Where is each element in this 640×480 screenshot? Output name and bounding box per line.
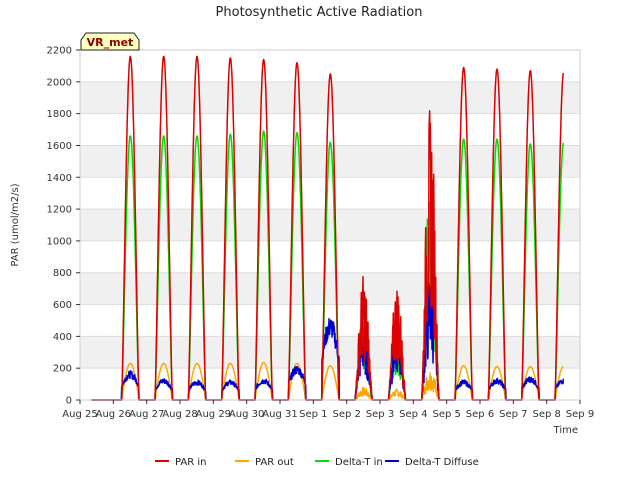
- x-tick-label: Sep 8: [532, 409, 560, 420]
- plot-area: [80, 49, 580, 401]
- annotation-badge: VR_met: [80, 32, 140, 51]
- legend-label-par-out: PAR out: [255, 457, 294, 468]
- y-tick-label: 600: [53, 300, 72, 311]
- y-tick-label: 400: [53, 332, 72, 343]
- y-tick-label: 1200: [47, 205, 72, 216]
- x-tick-label: Sep 1: [299, 409, 327, 420]
- legend: PAR in PAR out Delta-T in Delta-T Diffuse: [155, 457, 479, 468]
- y-tick-label: 0: [66, 396, 72, 407]
- x-tick-label: Sep 3: [366, 409, 394, 420]
- x-axis-label: Time: [553, 425, 578, 436]
- annotation-badge-box: [80, 32, 140, 51]
- x-tick-label: Sep 9: [566, 409, 594, 420]
- grid-band: [80, 81, 580, 114]
- y-axis-label: PAR (umol/m2/s): [10, 183, 21, 266]
- x-tick-label: Aug 26: [96, 409, 131, 420]
- y-tick-label: 2000: [47, 77, 72, 88]
- annotation-badge-label: VR_met: [87, 36, 134, 49]
- legend-label-delta-t-diffuse: Delta-T Diffuse: [405, 457, 479, 468]
- grid-band: [80, 145, 580, 178]
- y-tick-label: 800: [53, 268, 72, 279]
- x-tick-label: Aug 30: [229, 409, 264, 420]
- x-tick-label: Aug 31: [262, 409, 297, 420]
- x-tick-label: Sep 2: [332, 409, 360, 420]
- legend-label-delta-t-in: Delta-T in: [335, 457, 383, 468]
- x-tick-label: Aug 25: [62, 409, 97, 420]
- y-axis: 0 200 400 600 800 1000 1200 1400 1600 1800 2000 220…: [47, 46, 80, 407]
- grid-band: [80, 209, 580, 241]
- y-tick-label: 2200: [47, 46, 72, 57]
- plot-frame: [79, 49, 581, 401]
- x-tick-label: Sep 7: [499, 409, 527, 420]
- y-tick-label: 200: [53, 364, 72, 375]
- chart-title: Photosynthetic Active Radiation: [216, 5, 423, 20]
- x-tick-label: Aug 29: [196, 409, 231, 420]
- x-tick-label: Sep 6: [466, 409, 494, 420]
- y-tick-label: 1400: [47, 173, 72, 184]
- y-tick-label: 1800: [47, 109, 72, 120]
- x-tick-label: Aug 27: [129, 409, 164, 420]
- grid-band: [80, 272, 580, 305]
- legend-label-par-in: PAR in: [175, 457, 206, 468]
- y-tick-label: 1000: [47, 236, 72, 247]
- x-tick-label: Aug 28: [162, 409, 197, 420]
- y-tick-label: 1600: [47, 141, 72, 152]
- x-tick-label: Sep 5: [432, 409, 460, 420]
- x-tick-label: Sep 4: [399, 409, 427, 420]
